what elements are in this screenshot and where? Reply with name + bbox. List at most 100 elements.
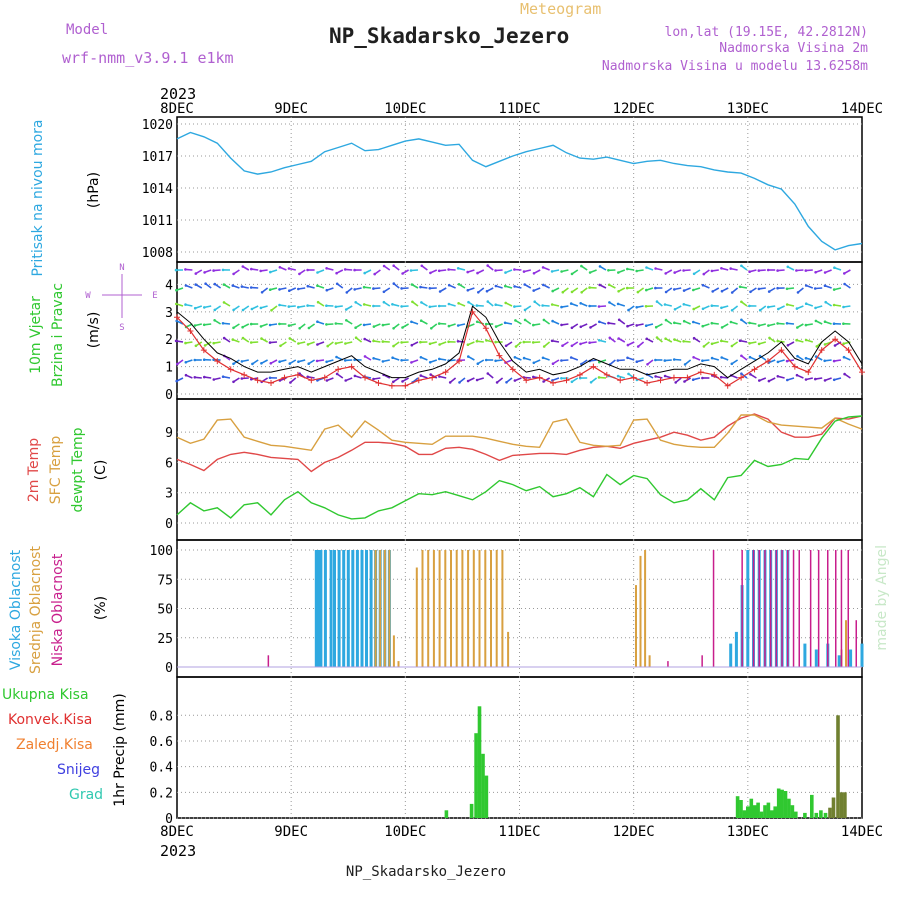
wind-arrowhead xyxy=(297,287,300,291)
high-cloud-bar xyxy=(746,550,750,667)
wind-speed-marker xyxy=(456,358,463,365)
wind-arrowhead xyxy=(419,356,423,359)
y-tick-label: 100 xyxy=(150,544,173,559)
wind-arrowhead xyxy=(598,265,602,268)
wind-arrowhead xyxy=(833,344,837,347)
wind-arrowhead xyxy=(617,290,620,293)
precip-bar xyxy=(783,791,788,818)
wind-arrowhead xyxy=(569,356,573,359)
wind-arrowhead xyxy=(692,307,695,311)
wind-arrowhead xyxy=(429,373,433,376)
wind-arrowhead xyxy=(551,362,555,366)
precip-bar xyxy=(828,807,832,818)
wind-speed-marker xyxy=(764,358,771,365)
precip-bar xyxy=(739,800,743,818)
legend-snow: Snijeg xyxy=(57,762,100,778)
wind-arrowhead xyxy=(259,269,263,273)
wind-arrowhead xyxy=(287,305,291,308)
y-tick-label: 0 xyxy=(165,517,173,532)
wind-speed-marker xyxy=(174,314,180,321)
precip-bar xyxy=(469,803,474,818)
wind-speed-marker xyxy=(711,371,718,378)
wind-arrowhead xyxy=(260,362,263,365)
wind-arrowhead xyxy=(635,306,638,309)
wind-arrowhead xyxy=(513,268,516,271)
wind-arrowhead xyxy=(353,374,357,378)
wind-arrowhead xyxy=(287,267,291,270)
wind-arrowhead xyxy=(740,354,743,358)
wind-speed-marker xyxy=(227,366,234,373)
wind-arrowhead xyxy=(485,339,488,342)
wind-arrowhead xyxy=(673,338,676,341)
wind-arrowhead xyxy=(580,362,583,366)
bottom-tick-label: 14DEC xyxy=(841,824,883,840)
wind-arrowhead xyxy=(240,377,244,380)
high-cloud-bar xyxy=(729,643,733,667)
wind-arrowhead xyxy=(420,301,423,304)
mid-cloud-bar xyxy=(455,550,458,667)
wind-arrowhead xyxy=(268,376,272,380)
wind-axis-title-2: Brzina i Pravac xyxy=(50,283,66,387)
wind-arrowhead xyxy=(268,341,272,344)
wind-arrowhead xyxy=(832,378,836,382)
wind-arrowhead xyxy=(804,338,808,342)
wind-arrowhead xyxy=(475,320,479,324)
low-cloud-bar xyxy=(855,620,857,667)
wind-arrowhead xyxy=(184,341,187,345)
precip-bar xyxy=(756,802,760,818)
wind-arrowhead xyxy=(306,284,310,288)
wind-arrowhead xyxy=(589,326,592,329)
wind-arrowhead xyxy=(419,340,422,344)
wind-arrowhead xyxy=(213,319,216,322)
wind-arrowhead xyxy=(795,373,799,377)
wind-arrowhead xyxy=(627,372,630,376)
wind-arrowhead xyxy=(663,359,667,362)
wind-arrowhead xyxy=(580,264,583,268)
wind-arrowhead xyxy=(437,304,441,308)
wind-arrowhead xyxy=(740,264,743,268)
wind-arrowhead xyxy=(194,283,197,286)
wind-arrowhead xyxy=(786,344,790,347)
wind-speed-marker xyxy=(751,366,758,373)
station-title: NP_Skadarsko_Jezero xyxy=(329,24,569,48)
altitude-model: Nadmorska Visina u modelu 13.6258m xyxy=(602,59,868,74)
wind-arrowhead xyxy=(400,287,403,290)
wind-arrowhead xyxy=(588,304,591,308)
wind-speed-marker xyxy=(590,363,597,370)
wind-arrowhead xyxy=(409,269,413,272)
wind-arrowhead xyxy=(730,309,734,312)
wind-arrowhead xyxy=(232,308,235,312)
wind-arrowhead xyxy=(307,326,311,330)
wind-arrowhead xyxy=(287,324,291,327)
bottom-tick-label: 13DEC xyxy=(727,824,769,840)
low-cloud-bar xyxy=(701,655,703,667)
wind-arrowhead xyxy=(447,268,450,271)
wind-arrowhead xyxy=(777,307,780,311)
wind-arrowhead xyxy=(372,287,375,290)
wind-arrowhead xyxy=(241,336,245,340)
wind-speed-marker xyxy=(281,374,288,381)
mid-cloud-bar xyxy=(444,550,447,667)
wind-arrowhead xyxy=(843,372,846,376)
compass-n: N xyxy=(119,263,124,273)
wind-arrowhead xyxy=(392,344,395,348)
wind-arrowhead xyxy=(504,344,508,348)
wind-arrowhead xyxy=(175,288,178,292)
wind-arrowhead xyxy=(278,303,281,307)
wind-arrowhead xyxy=(710,269,714,273)
wind-arrowhead xyxy=(796,326,799,329)
mid-cloud-bar xyxy=(438,550,441,667)
wind-arrowhead xyxy=(268,323,272,327)
wind-arrowhead xyxy=(212,269,215,272)
wind-speed-marker xyxy=(335,366,342,373)
mid-cloud-bar xyxy=(635,585,637,667)
wind-arrowhead xyxy=(795,269,798,272)
top-tick-label: 10DEC xyxy=(384,101,426,117)
wind-arrowhead xyxy=(176,362,179,366)
wind-arrowhead xyxy=(758,308,762,312)
wind-arrowhead xyxy=(701,307,705,311)
low-cloud-bar xyxy=(741,550,743,667)
wind-arrowhead xyxy=(354,336,358,340)
wind-arrowhead xyxy=(710,321,714,325)
wind-arrowhead xyxy=(720,289,724,293)
